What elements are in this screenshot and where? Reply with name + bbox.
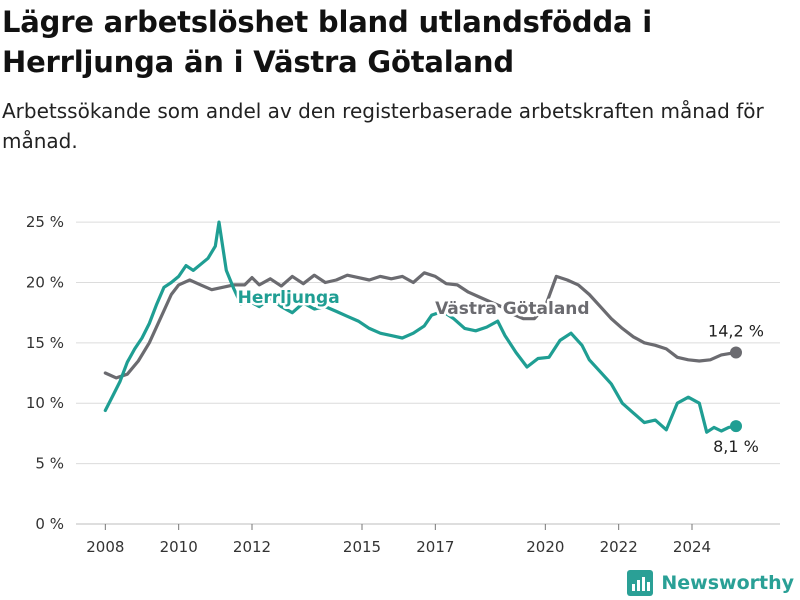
series-endpoint-herrljunga [730,420,742,433]
newsworthy-chart-icon [627,570,654,596]
x-tick-label: 2010 [160,538,198,556]
series-line-herrljunga [103,220,738,434]
x-tick-label: 2008 [86,538,124,556]
series-line-vastra-gotaland [103,271,738,380]
y-tick-label: 25 % [26,213,64,231]
series-name-label-vastra-gotaland: Västra Götaland [435,299,590,319]
y-tick-label: 15 % [26,334,64,352]
end-value-label-herrljunga: 8,1 % [713,437,759,456]
chart-title: Lägre arbetslöshet bland utlandsfödda i … [2,5,653,79]
series-name-label-herrljunga: Herrljunga [238,288,340,308]
brand-logo: Newsworthy [627,570,794,596]
series [103,220,742,434]
brand-name: Newsworthy [661,572,794,594]
x-tick-label: 2022 [600,538,638,556]
x-tick-label: 2024 [673,538,711,556]
x-tick-label: 2012 [233,538,271,556]
y-tick-label: 20 % [26,273,64,291]
x-tick-label: 2015 [343,538,381,556]
y-tick-label: 0 % [35,515,64,533]
gridlines [76,221,780,525]
y-tick-label: 10 % [26,394,64,412]
chart-subtitle: Arbetssökande som andel av den registerb… [2,99,764,153]
series-endpoint-vastra-gotaland [730,346,742,359]
end-value-label-vastra-gotaland: 14,2 % [708,322,764,341]
series-labels: 14,2 % 8,1 % Västra Götaland Herrljunga [235,285,764,456]
x-tick-label: 2020 [526,538,564,556]
y-tick-label: 5 % [35,455,64,473]
x-tick-label: 2017 [416,538,454,556]
axes: 0 % 5 % 10 % 15 % 20 % 25 % 2008 2010 2012 2015 20… [26,213,780,556]
